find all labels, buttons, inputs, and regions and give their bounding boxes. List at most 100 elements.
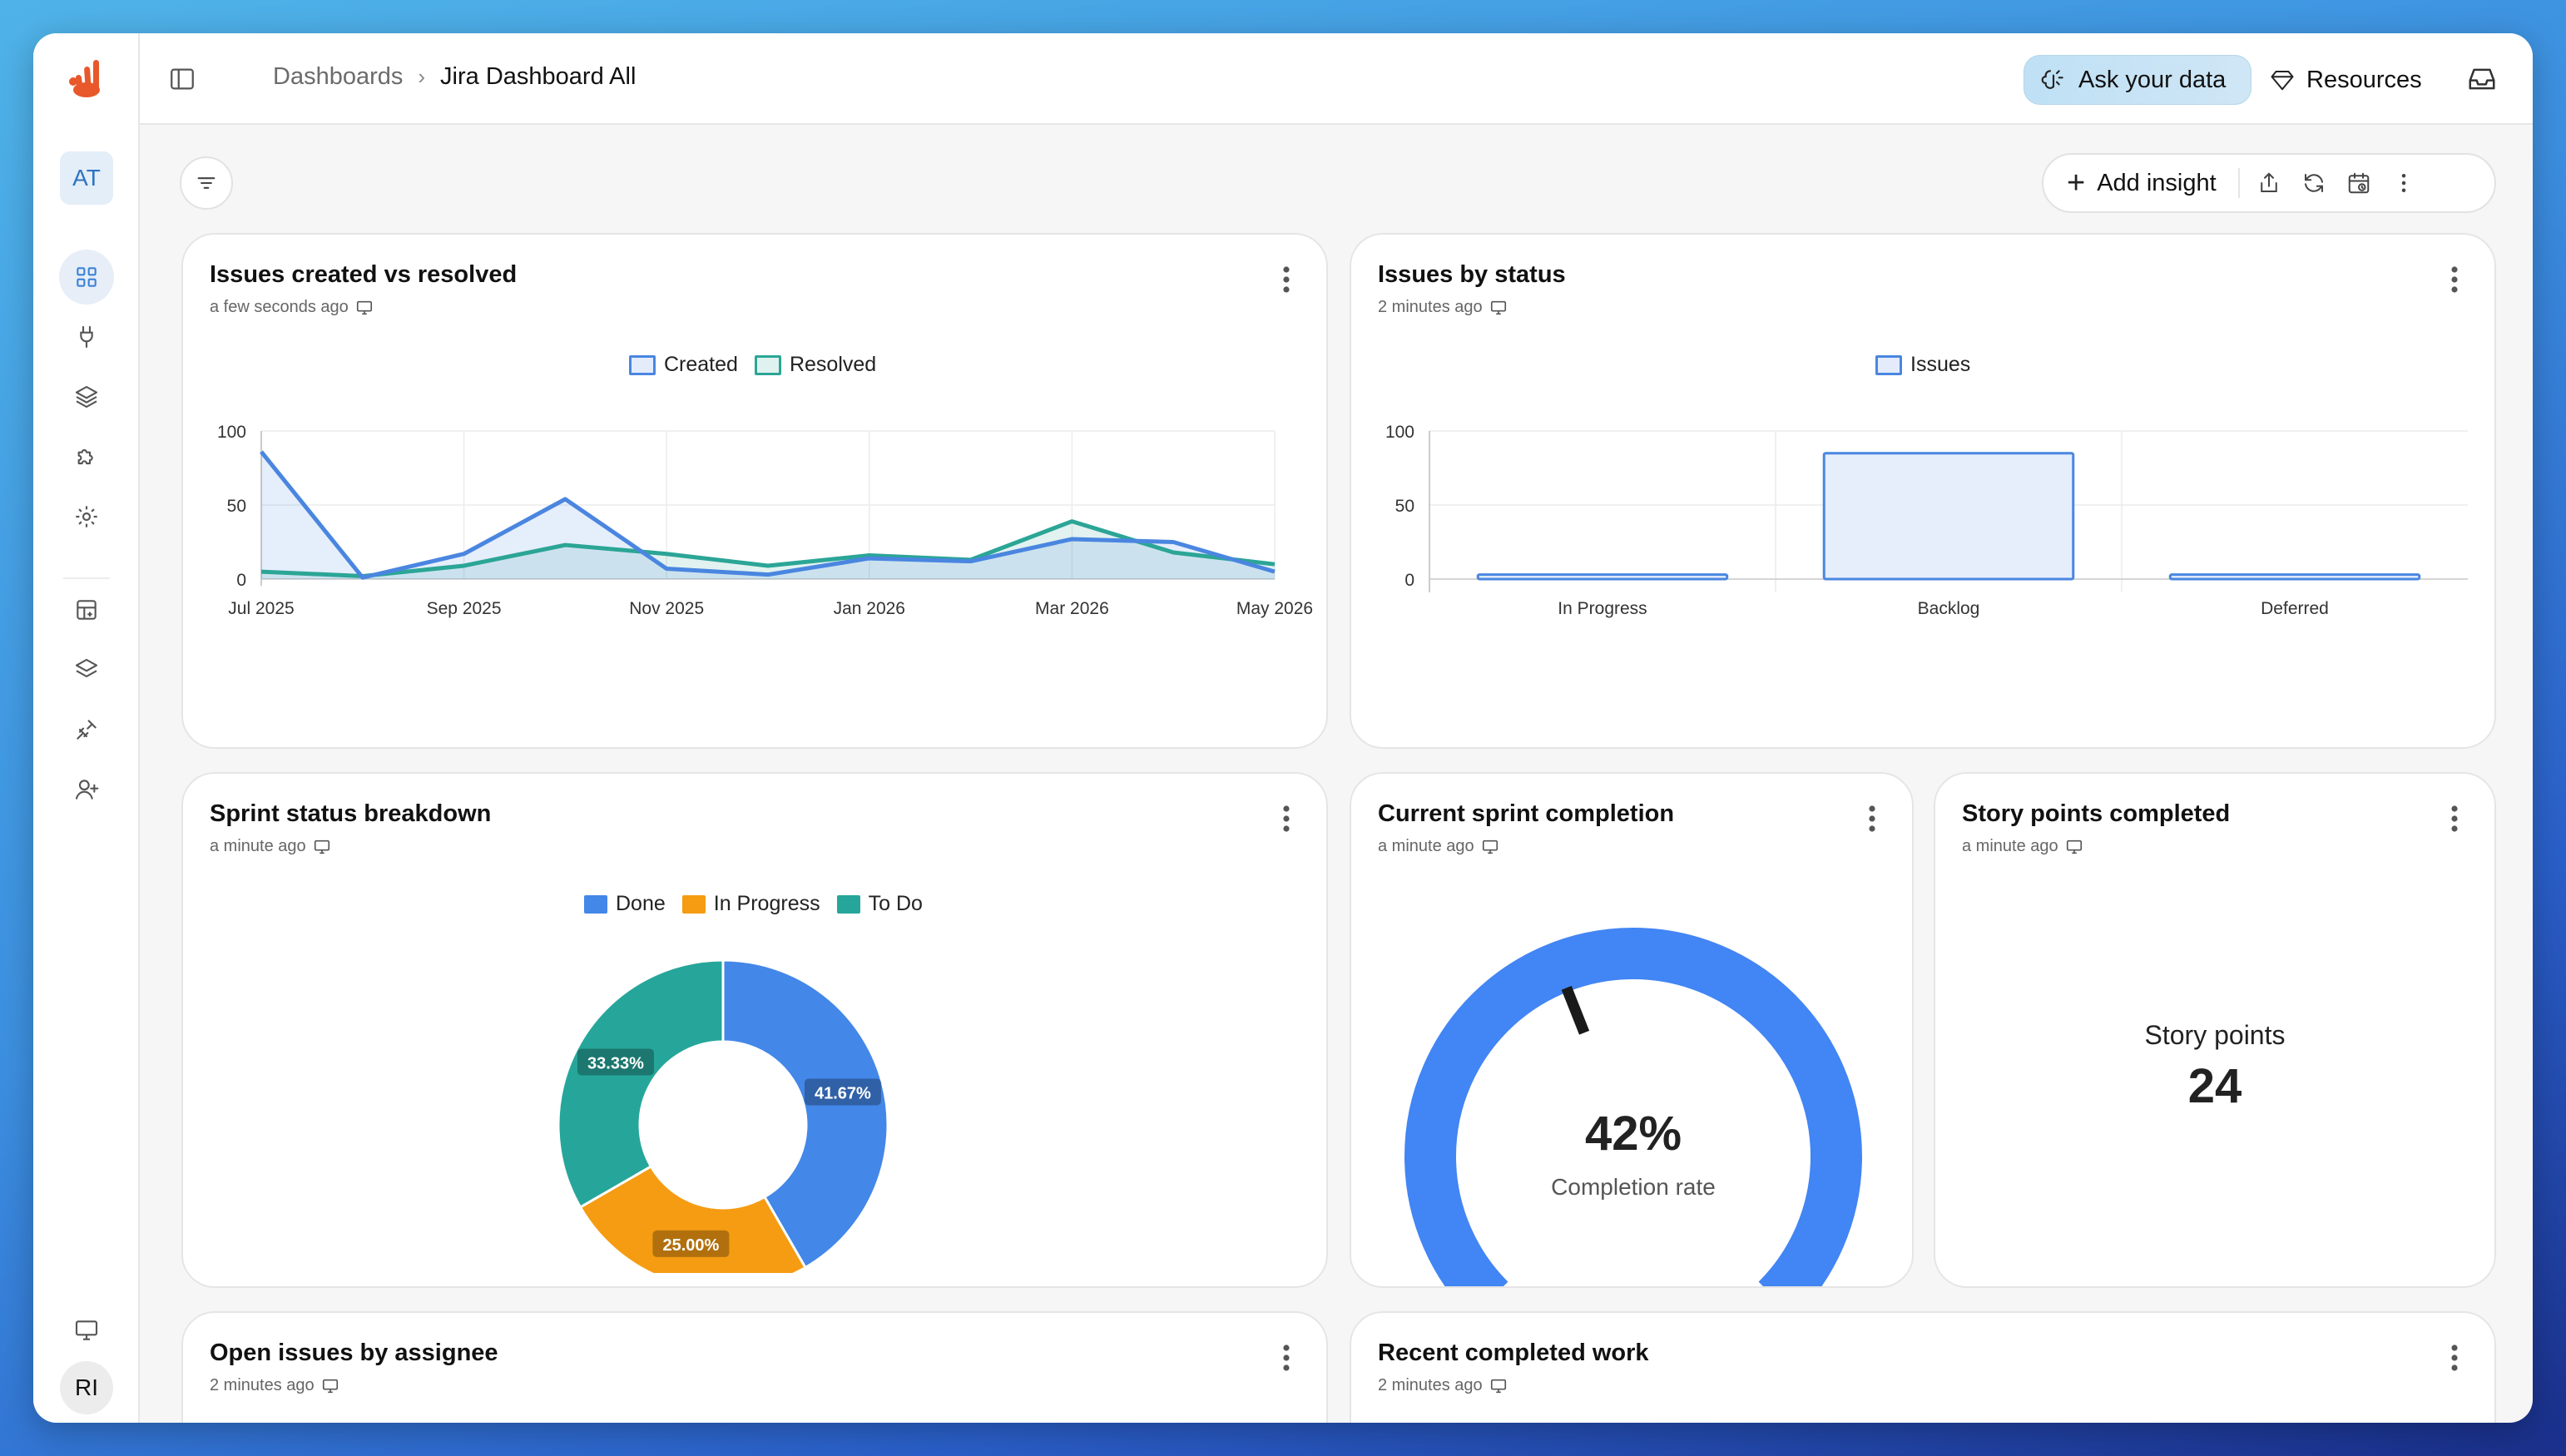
legend-item-resolved[interactable]: Resolved — [754, 353, 876, 377]
sidebar-item-display[interactable] — [59, 1303, 114, 1358]
filter-button[interactable] — [180, 156, 233, 210]
add-insight-label: Add insight — [2097, 169, 2217, 196]
user-avatar[interactable]: RI — [60, 1361, 113, 1414]
sidebar-item-invite-user[interactable] — [59, 762, 114, 817]
monitor-icon — [1482, 839, 1498, 854]
legend-swatch — [681, 894, 706, 914]
card-menu-icon[interactable] — [2448, 1343, 2461, 1373]
legend-item-in-progress[interactable]: In Progress — [681, 892, 820, 916]
slice-data-label: 25.00% — [652, 1230, 730, 1257]
sidebar-item-dashboards[interactable] — [59, 250, 114, 305]
sidebar-divider — [63, 577, 110, 579]
card-menu-icon[interactable] — [1280, 804, 1293, 834]
legend-item-created[interactable]: Created — [629, 353, 738, 377]
inbox-icon[interactable] — [2466, 63, 2498, 95]
card-subtitle: 2 minutes ago — [1378, 298, 1508, 317]
metric-label: Story points — [2144, 1020, 2286, 1050]
card-menu-icon[interactable] — [1865, 804, 1879, 834]
ask-your-data-button[interactable]: Ask your data — [2024, 55, 2251, 105]
page-title: Jira Dashboard All — [440, 63, 637, 90]
sidebar-item-add-dashboard[interactable] — [59, 582, 114, 637]
card-title: Recent completed work — [1378, 1340, 1649, 1366]
user-plus-icon — [75, 780, 99, 800]
updated-time: 2 minutes ago — [1378, 1376, 1483, 1394]
resources-label: Resources — [2306, 66, 2422, 93]
card-title: Open issues by assignee — [210, 1340, 498, 1366]
label-background — [577, 1048, 654, 1076]
refresh-icon — [2304, 174, 2323, 192]
sparkle-brain-icon — [2041, 70, 2063, 89]
sidebar-item-add-connection[interactable] — [59, 702, 114, 757]
card-menu-icon[interactable] — [2448, 265, 2461, 295]
x-tick-label: Backlog — [1918, 599, 1980, 618]
slice-data-label: 33.33% — [577, 1048, 654, 1076]
toolbar-divider — [2237, 168, 2240, 198]
card-menu-icon[interactable] — [2448, 804, 2461, 834]
slice-label-text: 33.33% — [587, 1054, 644, 1072]
monitor-icon — [1490, 1379, 1506, 1393]
app-logo-icon[interactable] — [62, 52, 111, 102]
breadcrumb-dashboards-link[interactable]: Dashboards — [273, 63, 404, 90]
more-vertical-icon — [2401, 174, 2405, 192]
y-tick-label: 0 — [1404, 571, 1414, 590]
legend-swatch — [836, 894, 860, 914]
legend-swatch — [754, 354, 781, 375]
card-title: Current sprint completion — [1378, 800, 1675, 827]
series-area-created — [261, 451, 1275, 579]
grid-icon — [77, 267, 97, 287]
legend-swatch — [629, 354, 656, 375]
legend-item-done[interactable]: Done — [584, 892, 666, 916]
legend-item-to-do[interactable]: To Do — [836, 892, 923, 916]
card-subtitle: a few seconds ago — [210, 298, 374, 317]
card-menu-icon[interactable] — [1280, 1343, 1293, 1373]
puzzle-icon — [77, 449, 93, 465]
connect-icon — [77, 720, 97, 740]
ask-your-data-label: Ask your data — [2078, 66, 2227, 93]
card-menu-icon[interactable] — [1280, 265, 1293, 295]
updated-time: 2 minutes ago — [210, 1376, 315, 1394]
sidebar-toggle-icon[interactable] — [168, 65, 196, 93]
plug-icon — [80, 325, 93, 349]
line-chart: 0 50 100 Jul 2025 Sep 2025 Nov 2025 Jan 2026 Ma… — [217, 423, 1313, 618]
chevron-right-icon: › — [418, 64, 426, 89]
gauge-chart: 42% Completion rate — [1404, 928, 1862, 1286]
breadcrumb: Dashboards › Jira Dashboard All — [273, 63, 636, 91]
legend-label: In Progress — [713, 892, 820, 915]
resources-button[interactable]: Resources — [2270, 58, 2422, 102]
sidebar-item-models[interactable] — [59, 369, 114, 424]
card-subtitle: 2 minutes ago — [1378, 1376, 1508, 1395]
y-tick-label: 50 — [1395, 497, 1414, 516]
layers-icon — [75, 385, 98, 409]
refresh-button[interactable] — [2298, 167, 2330, 199]
workspace-avatar[interactable]: AT — [60, 151, 113, 205]
add-insight-button[interactable]: + Add insight — [2067, 167, 2217, 199]
more-options-button[interactable] — [2388, 167, 2420, 199]
share-button[interactable] — [2253, 167, 2285, 199]
app-window: AT RI — [33, 33, 2533, 1423]
card-subtitle: a minute ago — [210, 837, 331, 856]
schedule-button[interactable] — [2343, 167, 2375, 199]
card-recent-completed-work: Recent completed work 2 minutes ago — [1350, 1311, 2496, 1423]
sidebar-item-add-model[interactable] — [59, 642, 114, 697]
card-current-sprint-completion: Current sprint completion a minute ago 4… — [1350, 772, 1914, 1288]
gauge-needle — [1561, 985, 1590, 1035]
top-header: Dashboards › Jira Dashboard All Ask your… — [140, 33, 2533, 125]
sidebar-item-connections[interactable] — [59, 310, 114, 364]
gauge-label: Completion rate — [1551, 1174, 1716, 1200]
donut-chart: 41.67% 25.00% 33.33% — [557, 958, 889, 1273]
add-layout-icon — [77, 600, 97, 620]
metric-value: 24 — [2187, 1059, 2242, 1113]
monitor-icon — [322, 1379, 338, 1393]
card-subtitle: 2 minutes ago — [210, 1376, 339, 1395]
sidebar-item-settings[interactable] — [59, 489, 114, 544]
chart-legend: Issues — [1875, 353, 1970, 377]
sidebar-item-integrations[interactable] — [59, 429, 114, 484]
slice-data-label: 41.67% — [804, 1078, 881, 1106]
layers-plus-icon — [75, 658, 98, 678]
updated-time: a minute ago — [210, 837, 306, 855]
legend-item-issues[interactable]: Issues — [1875, 353, 1970, 377]
updated-time: 2 minutes ago — [1378, 298, 1483, 316]
slice-in-progress — [578, 1164, 808, 1273]
legend-label: Created — [664, 353, 738, 376]
card-subtitle: a minute ago — [1378, 837, 1499, 856]
